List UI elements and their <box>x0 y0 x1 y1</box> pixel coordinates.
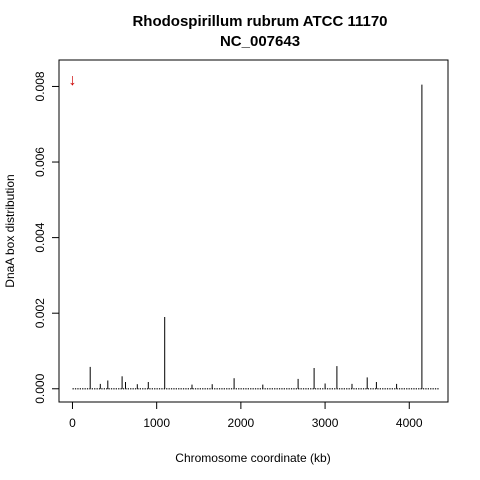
origin-arrow-icon: ↓ <box>68 72 76 89</box>
x-tick-label-4: 4000 <box>396 416 423 430</box>
x-axis-label: Chromosome coordinate (kb) <box>175 451 330 465</box>
y-tick-label-0: 0.000 <box>33 373 47 403</box>
x-tick-label-1: 1000 <box>143 416 170 430</box>
chart-title: Rhodospirillum rubrum ATCC 11170 <box>132 13 387 30</box>
bar-series <box>72 84 439 390</box>
y-axis-label: DnaA box distribution <box>3 174 17 287</box>
x-tick-label-0: 0 <box>69 416 76 430</box>
x-tick-label-2: 2000 <box>228 416 255 430</box>
y-tick-label-4: 0.008 <box>33 71 47 101</box>
x-tick-label-3: 3000 <box>312 416 339 430</box>
y-tick-label-3: 0.006 <box>33 147 47 177</box>
plot-frame <box>58 59 449 403</box>
y-tick-label-2: 0.004 <box>33 222 47 252</box>
chart-subtitle: NC_007643 <box>220 33 300 50</box>
y-axis: 0.000 0.002 0.004 0.006 0.008 <box>33 71 60 404</box>
x-axis: 0 1000 2000 3000 4000 <box>69 401 423 430</box>
y-tick-label-1: 0.002 <box>33 298 47 328</box>
